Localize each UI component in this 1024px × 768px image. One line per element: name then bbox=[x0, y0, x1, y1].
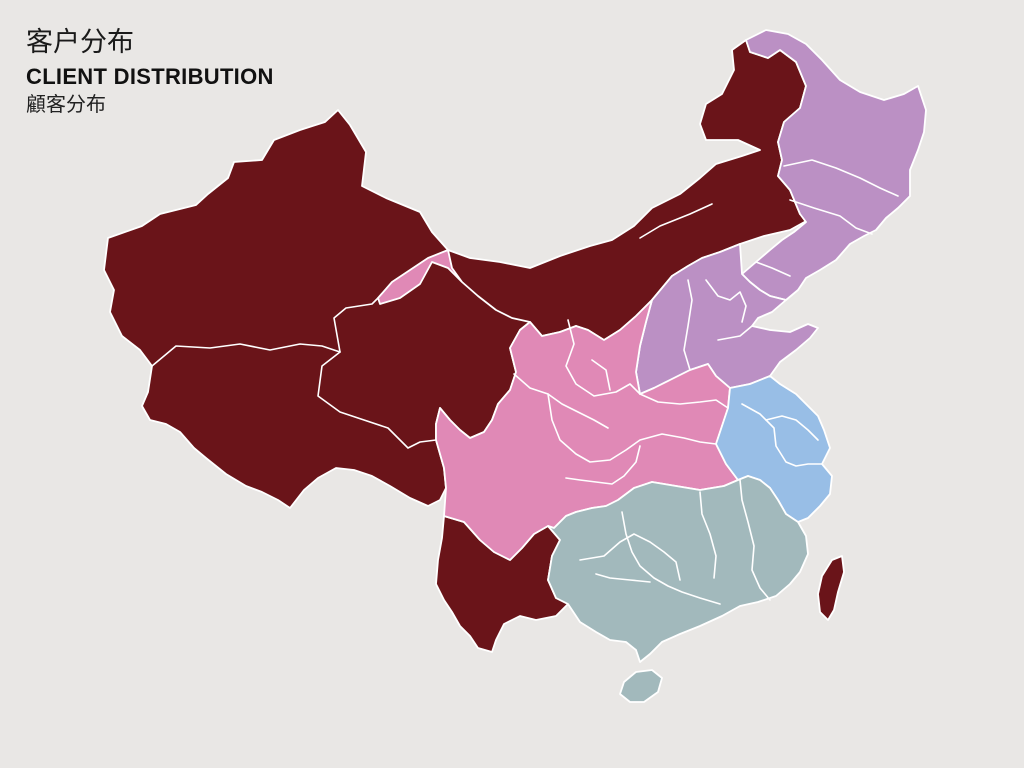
region-south-hainan[interactable] bbox=[619, 669, 663, 703]
region-east[interactable] bbox=[715, 375, 833, 523]
title-chinese: 客户分布 bbox=[26, 27, 134, 58]
title-subtitle: 顧客分布 bbox=[26, 92, 106, 116]
region-northeast[interactable] bbox=[741, 29, 927, 301]
title-english: CLIENT DISTRIBUTION bbox=[26, 64, 274, 89]
province-borders bbox=[151, 159, 899, 605]
region-taiwan[interactable] bbox=[817, 555, 845, 621]
title-block: 客户分布 CLIENT DISTRIBUTION 顧客分布 bbox=[26, 26, 274, 118]
